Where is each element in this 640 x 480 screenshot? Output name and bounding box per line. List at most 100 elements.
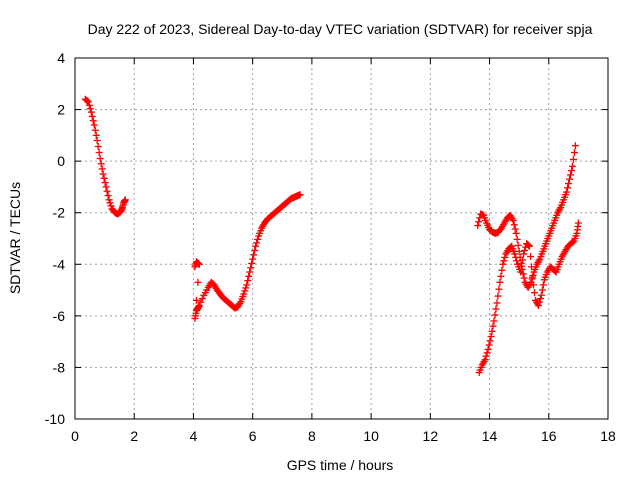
data-point (526, 242, 534, 250)
x-tick-label: 6 (249, 428, 257, 444)
data-point (512, 229, 520, 237)
data-point (489, 322, 497, 330)
data-point (249, 255, 257, 263)
data-point (102, 183, 110, 191)
data-point (514, 241, 522, 249)
data-point (566, 175, 574, 183)
data-point (84, 98, 92, 106)
data-point (475, 218, 483, 226)
grid-lines (75, 58, 608, 419)
x-tick-label: 12 (423, 428, 439, 444)
data-point (98, 165, 106, 173)
data-point (240, 290, 248, 298)
data-point (538, 286, 546, 294)
data-point (488, 327, 496, 335)
y-tick-label: -8 (53, 359, 66, 375)
data-point (571, 142, 579, 150)
data-point (495, 285, 503, 293)
data-point (569, 155, 577, 163)
data-point (103, 187, 111, 195)
data-point (519, 256, 527, 264)
data-point (530, 289, 538, 297)
data-point (94, 143, 102, 151)
data-point (95, 149, 103, 157)
data-point (92, 131, 100, 139)
data-point (105, 196, 113, 204)
series-arc-1 (81, 95, 129, 218)
data-point (499, 260, 507, 268)
x-tick-label: 14 (482, 428, 498, 444)
data-point (121, 196, 129, 204)
data-point (518, 262, 526, 270)
data-point (101, 179, 109, 187)
data-point (197, 298, 205, 306)
x-tick-label: 8 (308, 428, 316, 444)
data-point (486, 337, 494, 345)
data-point (567, 167, 575, 175)
data-point (244, 277, 252, 285)
data-point (252, 242, 260, 250)
data-point (525, 241, 533, 249)
data-point (535, 298, 543, 306)
data-point (243, 281, 251, 289)
data-point (254, 235, 262, 243)
data-point (195, 260, 203, 268)
y-tick-labels: -10 -8 -6 -4 -2 0 2 4 (45, 50, 65, 427)
data-point (242, 284, 250, 292)
data-point (520, 274, 528, 282)
x-tick-label: 16 (541, 428, 557, 444)
data-point (564, 184, 572, 192)
data-point (563, 188, 571, 196)
data-point (106, 199, 114, 207)
x-tick-label: 0 (71, 428, 79, 444)
data-point (528, 273, 536, 281)
data-point (494, 292, 502, 300)
data-point (296, 191, 304, 199)
data-point (88, 112, 96, 120)
data-point (248, 259, 256, 267)
data-point (195, 302, 203, 310)
data-point (565, 179, 573, 187)
data-point (100, 174, 108, 182)
data-point (253, 239, 261, 247)
data-point (85, 101, 93, 109)
data-point (107, 202, 115, 210)
chart-title: Day 222 of 2023, Sidereal Day-to-day VTE… (88, 21, 593, 37)
y-axis-title: SDTVAR / TECUs (7, 182, 23, 294)
data-point (241, 287, 249, 295)
data-point (104, 192, 112, 200)
data-point (511, 225, 519, 233)
series-arc-3 (474, 142, 579, 291)
data-point (529, 281, 537, 289)
data-point (498, 266, 506, 274)
data-point (497, 272, 505, 280)
y-tick-label: -6 (53, 308, 66, 324)
x-tick-label: 2 (130, 428, 138, 444)
data-point (512, 253, 520, 261)
x-tick-label: 4 (190, 428, 198, 444)
data-point (566, 171, 574, 179)
data-point (250, 251, 258, 259)
data-point (483, 349, 491, 357)
data-point (87, 108, 95, 116)
data-markers (81, 95, 582, 377)
data-point (198, 295, 206, 303)
data-point (487, 332, 495, 340)
data-point (99, 170, 107, 178)
data-point (194, 278, 202, 286)
data-point (511, 250, 519, 258)
data-point (492, 305, 500, 313)
data-point (501, 253, 509, 261)
data-point (509, 216, 517, 224)
x-axis-title: GPS time / hours (287, 457, 394, 473)
y-tick-label: -2 (53, 205, 66, 221)
data-point (513, 235, 521, 243)
x-tick-label: 10 (363, 428, 379, 444)
series-arc-2 (191, 191, 304, 322)
data-point (521, 247, 529, 255)
data-point (527, 253, 535, 261)
data-point (537, 291, 545, 299)
data-point (536, 295, 544, 303)
axis-ticks (74, 57, 609, 420)
